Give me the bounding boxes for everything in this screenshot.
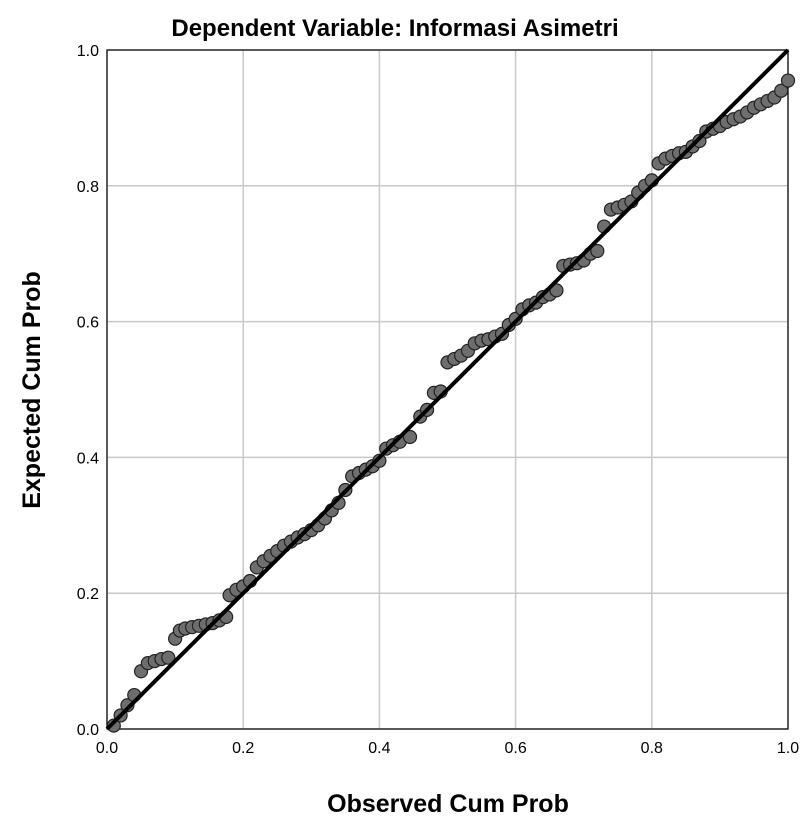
- data-point: [774, 83, 789, 98]
- data-points: [106, 73, 796, 733]
- chart-title: Dependent Variable: Informasi Asimetri: [171, 15, 618, 42]
- y-tick-label: 1.0: [77, 43, 99, 60]
- y-tick-label: 0.8: [77, 179, 99, 196]
- x-tick-label: 0.8: [641, 740, 663, 757]
- plot-frame: [106, 49, 789, 730]
- x-tick-label: 0.4: [368, 740, 390, 757]
- y-axis-title: Expected Cum Prob: [18, 271, 46, 509]
- data-point: [402, 429, 418, 445]
- x-tick-label: 0.0: [96, 740, 118, 757]
- data-point: [549, 283, 564, 298]
- tick-labels: 0.0 0.2 0.4 0.6 0.8 1.0 0.0 0.2 0.4 0.6 0.8 1.0: [77, 43, 799, 757]
- y-tick-label: 0.4: [77, 450, 99, 467]
- y-tick-label: 0.0: [77, 722, 99, 739]
- x-tick-label: 1.0: [777, 740, 799, 757]
- data-point: [161, 650, 176, 665]
- data-point: [120, 698, 135, 713]
- reference-line: [105, 48, 790, 731]
- data-point: [372, 453, 387, 468]
- data-point: [590, 243, 605, 259]
- y-tick-label: 0.6: [77, 315, 99, 332]
- x-tick-label: 0.2: [232, 740, 254, 757]
- x-axis-title: Observed Cum Prob: [327, 790, 569, 818]
- y-tick-label: 0.2: [77, 586, 99, 603]
- x-tick-label: 0.6: [504, 740, 526, 757]
- data-point: [780, 73, 796, 88]
- data-point: [106, 718, 121, 733]
